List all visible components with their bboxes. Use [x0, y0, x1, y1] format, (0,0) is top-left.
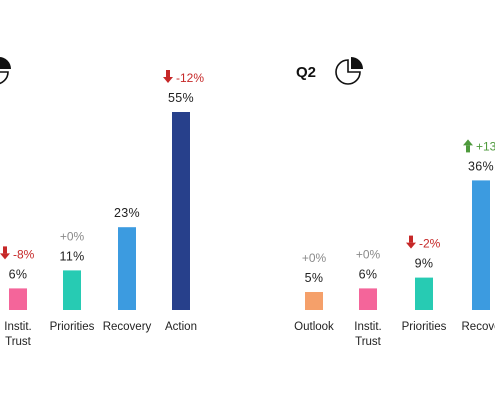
category-line: Trust — [355, 336, 382, 348]
value-label-instit-trust: 6% — [359, 267, 378, 281]
bar-instit-trust — [359, 288, 377, 310]
chart-panel-2: Q2 5% +0% Outlook 6% +0% Instit. Trust 9% -2% Prio… — [294, 57, 495, 348]
category-label-recovery: Recove — [462, 321, 495, 333]
value-label-priorities: 11% — [60, 249, 85, 263]
delta-label-action: -12% — [176, 71, 204, 85]
pie-slice — [351, 57, 363, 69]
arrow-head — [406, 242, 416, 249]
arrow-down-icon — [163, 70, 173, 83]
arrow-head — [0, 253, 10, 260]
category-line: Recovery — [103, 321, 152, 333]
chart-title: Q2 — [296, 64, 316, 81]
pie-outline — [335, 59, 361, 85]
arrow-head — [463, 139, 473, 146]
category-label-outlook: Outlook — [294, 321, 334, 333]
delta-label-outlook: +0% — [302, 251, 327, 265]
category-line: Instit. — [4, 321, 31, 333]
category-line: Trust — [5, 336, 32, 348]
delta-label-instit-trust: -8% — [13, 247, 35, 261]
arrow-shaft — [3, 246, 7, 254]
category-label-instit-trust: Instit. Trust — [354, 321, 381, 348]
value-label-recovery: 23% — [114, 206, 140, 220]
delta-label-priorities: +0% — [60, 229, 85, 243]
delta-label-recovery: +13% — [476, 139, 495, 153]
bar-priorities — [415, 277, 433, 310]
value-label-action: 55% — [168, 91, 194, 105]
arrow-down-icon — [406, 235, 416, 249]
pie-slice — [0, 57, 11, 69]
pie-quarter-icon — [335, 57, 363, 85]
pie-quarter-icon — [0, 57, 11, 85]
category-label-priorities: Priorities — [402, 321, 447, 333]
value-label-instit-trust: 6% — [9, 267, 28, 281]
category-label-action: Action — [165, 321, 197, 333]
category-label-instit-trust: Instit. Trust — [4, 321, 31, 348]
chart-panel-1: 6% -8% Instit. Trust 11% +0% Priorities 23% Reco… — [0, 57, 204, 348]
pie-outline — [0, 71, 9, 85]
arrow-down-icon — [0, 246, 10, 260]
arrow-shaft — [409, 235, 413, 243]
category-label-priorities: Priorities — [50, 321, 95, 333]
category-line: Outlook — [294, 321, 334, 333]
value-label-outlook: 5% — [305, 271, 324, 285]
arrow-up-icon — [463, 139, 473, 153]
arrow-shaft — [166, 70, 170, 77]
bar-outlook — [305, 292, 323, 310]
arrow-head — [163, 77, 173, 83]
category-line: Priorities — [50, 321, 95, 333]
delta-label-instit-trust: +0% — [356, 247, 381, 261]
category-line: Instit. — [354, 321, 381, 333]
bar-recovery — [118, 227, 136, 310]
category-line: Action — [165, 321, 197, 333]
category-line: Recove — [462, 321, 495, 333]
value-label-priorities: 9% — [415, 257, 434, 271]
bar-priorities — [63, 270, 81, 310]
arrow-shaft — [466, 145, 470, 153]
category-line: Priorities — [402, 321, 447, 333]
category-label-recovery: Recovery — [103, 321, 152, 333]
bar-action — [172, 112, 190, 310]
value-label-recovery: 36% — [468, 159, 494, 173]
bar-instit-trust — [9, 288, 27, 310]
delta-label-priorities: -2% — [419, 237, 441, 251]
bar-recovery — [472, 180, 490, 310]
